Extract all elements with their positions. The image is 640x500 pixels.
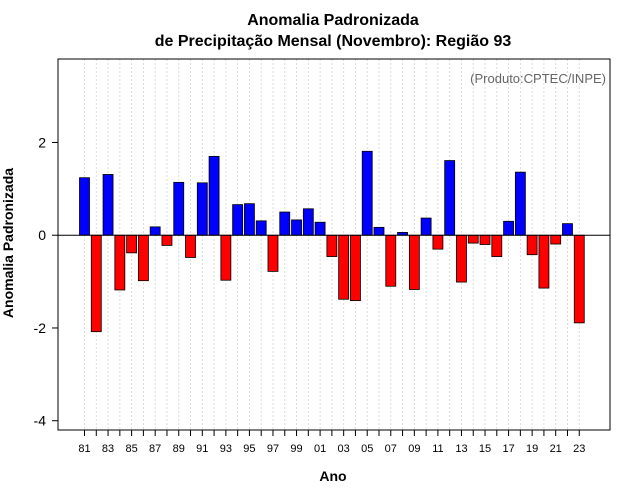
bar-99 xyxy=(291,219,302,236)
y-axis: -4 -2 0 2 xyxy=(34,134,58,429)
bars xyxy=(79,150,585,333)
x-tick-label: 17 xyxy=(502,443,514,455)
bar-17 xyxy=(503,220,514,236)
x-axis-title: Ano xyxy=(319,468,346,484)
bar-89 xyxy=(173,181,185,236)
x-tick-label: 09 xyxy=(408,443,420,455)
bar-97 xyxy=(267,234,279,272)
bar-98 xyxy=(279,211,291,236)
x-tick-label: 95 xyxy=(243,443,255,455)
bar-09 xyxy=(408,234,420,290)
chart-title-line1: Anomalia Padronizada xyxy=(247,12,419,29)
y-tick-label: 0 xyxy=(38,227,46,243)
x-tick-label: 05 xyxy=(361,443,373,455)
x-tick-label: 07 xyxy=(385,443,397,455)
x-tick-label: 81 xyxy=(78,443,90,455)
bar-86 xyxy=(137,234,149,282)
bar-01 xyxy=(314,221,326,236)
bar-85 xyxy=(126,234,138,254)
bar-95 xyxy=(244,203,255,236)
x-tick-label: 19 xyxy=(526,443,538,455)
x-tick-label: 93 xyxy=(220,443,232,455)
bar-88 xyxy=(161,234,173,246)
bar-94 xyxy=(232,204,244,236)
x-tick-label: 11 xyxy=(432,443,443,455)
bar-92 xyxy=(208,155,220,236)
y-axis-title: Anomalia Padronizada xyxy=(0,168,16,318)
bar-21 xyxy=(550,234,562,245)
bar-03 xyxy=(338,234,350,300)
bar-90 xyxy=(185,234,196,258)
x-tick-label: 83 xyxy=(102,443,114,455)
source-annotation: (Produto:CPTEC/INPE) xyxy=(470,71,606,86)
bar-15 xyxy=(479,234,491,245)
bar-11 xyxy=(432,234,444,250)
x-tick-label: 13 xyxy=(455,443,467,455)
bar-13 xyxy=(456,234,467,283)
plot-frame xyxy=(57,58,611,431)
x-tick-label: 89 xyxy=(173,443,185,455)
x-tick-label: 21 xyxy=(550,443,562,455)
bar-04 xyxy=(350,234,361,302)
bar-06 xyxy=(373,226,385,236)
bar-93 xyxy=(220,234,232,281)
x-tick-label: 15 xyxy=(479,443,491,455)
bar-84 xyxy=(114,234,126,291)
bar-87 xyxy=(149,226,161,236)
bar-20 xyxy=(538,234,550,289)
x-tick-label: 23 xyxy=(573,443,585,455)
bar-22 xyxy=(562,223,573,236)
bar-23 xyxy=(573,234,585,324)
x-tick-label: 91 xyxy=(196,443,208,455)
bar-00 xyxy=(302,208,314,236)
x-tick-label: 99 xyxy=(290,443,302,455)
bar-19 xyxy=(526,234,538,256)
x-tick-label: 97 xyxy=(267,443,279,455)
bar-14 xyxy=(467,234,479,244)
bar-82 xyxy=(90,234,102,333)
bar-05 xyxy=(361,150,373,236)
bar-18 xyxy=(514,171,526,236)
y-tick-label: 2 xyxy=(38,134,46,150)
y-tick-label: -2 xyxy=(34,320,47,336)
bar-96 xyxy=(255,220,267,236)
x-tick-label: 01 xyxy=(314,443,326,455)
bar-81 xyxy=(79,177,90,236)
bar-10 xyxy=(420,217,432,236)
x-tick-label: 03 xyxy=(338,443,350,455)
y-tick-label: -4 xyxy=(34,413,47,429)
x-tick-label: 87 xyxy=(149,443,161,455)
bar-07 xyxy=(385,234,397,287)
bar-02 xyxy=(326,234,338,257)
bar-16 xyxy=(491,234,503,257)
x-axis: 81 83 85 87 89 91 93 95 97 99 01 03 05 07 09 11 13 15 17 19… xyxy=(78,430,585,455)
bar-83 xyxy=(102,174,114,236)
bar-91 xyxy=(196,182,208,236)
x-tick-label: 85 xyxy=(125,443,137,455)
bar-12 xyxy=(444,160,456,236)
chart-title-line2: de Precipitação Mensal (Novembro): Regiã… xyxy=(155,33,512,50)
